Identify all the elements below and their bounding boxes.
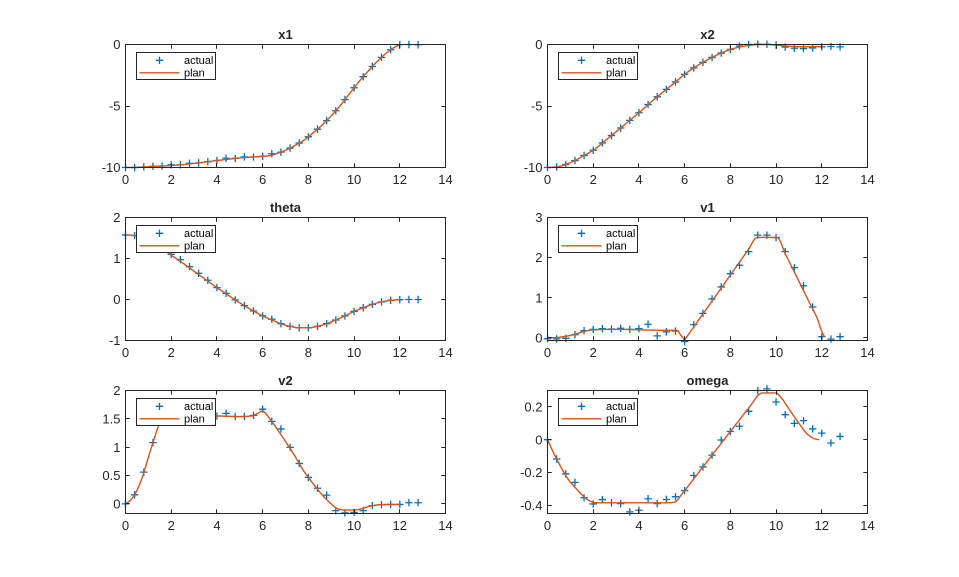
svg-text:8: 8 <box>727 345 734 360</box>
svg-text:actual: actual <box>184 228 213 240</box>
svg-text:2: 2 <box>168 345 175 360</box>
svg-text:3: 3 <box>535 210 542 225</box>
svg-text:plan: plan <box>606 68 627 80</box>
svg-text:14: 14 <box>438 518 452 533</box>
svg-text:8: 8 <box>727 172 734 187</box>
svg-text:-10: -10 <box>102 160 121 175</box>
svg-text:0: 0 <box>535 432 542 447</box>
svg-text:6: 6 <box>681 518 688 533</box>
svg-text:14: 14 <box>860 172 874 187</box>
svg-text:12: 12 <box>393 518 407 533</box>
svg-text:12: 12 <box>393 172 407 187</box>
svg-text:8: 8 <box>305 345 312 360</box>
svg-text:2: 2 <box>590 518 597 533</box>
svg-text:actual: actual <box>184 55 213 67</box>
svg-text:theta: theta <box>270 200 302 215</box>
svg-text:12: 12 <box>393 345 407 360</box>
svg-text:plan: plan <box>184 68 205 80</box>
svg-text:8: 8 <box>305 518 312 533</box>
svg-text:1: 1 <box>535 290 542 305</box>
svg-text:-1: -1 <box>109 333 121 348</box>
svg-text:0: 0 <box>544 345 551 360</box>
svg-text:-10: -10 <box>524 160 543 175</box>
svg-text:14: 14 <box>860 345 874 360</box>
svg-text:0: 0 <box>122 172 129 187</box>
svg-text:0.5: 0.5 <box>102 468 120 483</box>
svg-text:2: 2 <box>113 383 120 398</box>
svg-text:x1: x1 <box>278 27 292 42</box>
svg-text:4: 4 <box>213 172 220 187</box>
svg-text:8: 8 <box>727 518 734 533</box>
svg-text:plan: plan <box>606 414 627 426</box>
svg-text:6: 6 <box>259 345 266 360</box>
svg-text:6: 6 <box>681 172 688 187</box>
svg-text:4: 4 <box>635 345 642 360</box>
svg-text:0: 0 <box>535 37 542 52</box>
svg-text:0: 0 <box>113 496 120 511</box>
svg-text:2: 2 <box>168 172 175 187</box>
svg-text:1: 1 <box>113 251 120 266</box>
svg-text:-5: -5 <box>109 99 121 114</box>
svg-text:6: 6 <box>259 172 266 187</box>
svg-text:-0.4: -0.4 <box>520 498 542 513</box>
svg-text:v1: v1 <box>700 200 714 215</box>
svg-text:plan: plan <box>606 241 627 253</box>
svg-text:0: 0 <box>544 172 551 187</box>
svg-text:v2: v2 <box>278 373 292 388</box>
svg-text:0: 0 <box>544 518 551 533</box>
svg-text:10: 10 <box>769 518 783 533</box>
svg-text:14: 14 <box>438 345 452 360</box>
svg-text:plan: plan <box>184 414 205 426</box>
svg-text:2: 2 <box>168 518 175 533</box>
svg-text:10: 10 <box>347 518 361 533</box>
svg-text:1.5: 1.5 <box>102 411 120 426</box>
svg-text:x2: x2 <box>700 27 714 42</box>
svg-text:4: 4 <box>635 172 642 187</box>
svg-text:12: 12 <box>815 345 829 360</box>
svg-text:4: 4 <box>213 345 220 360</box>
svg-text:2: 2 <box>535 250 542 265</box>
svg-text:4: 4 <box>635 518 642 533</box>
svg-text:2: 2 <box>590 172 597 187</box>
svg-text:actual: actual <box>606 55 635 67</box>
svg-text:10: 10 <box>347 172 361 187</box>
svg-text:0: 0 <box>113 292 120 307</box>
svg-text:0: 0 <box>113 37 120 52</box>
svg-text:actual: actual <box>606 401 635 413</box>
svg-text:1: 1 <box>113 440 120 455</box>
svg-text:plan: plan <box>184 241 205 253</box>
svg-text:12: 12 <box>815 518 829 533</box>
svg-text:2: 2 <box>113 210 120 225</box>
svg-text:14: 14 <box>438 172 452 187</box>
svg-text:-0.2: -0.2 <box>520 465 542 480</box>
svg-text:10: 10 <box>769 345 783 360</box>
svg-text:8: 8 <box>305 172 312 187</box>
svg-text:2: 2 <box>590 345 597 360</box>
svg-text:0: 0 <box>122 518 129 533</box>
svg-text:-5: -5 <box>531 99 543 114</box>
svg-text:omega: omega <box>687 373 730 388</box>
svg-text:0: 0 <box>535 330 542 345</box>
svg-text:10: 10 <box>347 345 361 360</box>
svg-text:actual: actual <box>606 228 635 240</box>
svg-text:10: 10 <box>769 172 783 187</box>
svg-text:0: 0 <box>122 345 129 360</box>
svg-text:0.2: 0.2 <box>524 400 542 415</box>
svg-text:6: 6 <box>259 518 266 533</box>
svg-text:actual: actual <box>184 401 213 413</box>
svg-text:12: 12 <box>815 172 829 187</box>
svg-text:6: 6 <box>681 345 688 360</box>
svg-text:14: 14 <box>860 518 874 533</box>
svg-text:4: 4 <box>213 518 220 533</box>
